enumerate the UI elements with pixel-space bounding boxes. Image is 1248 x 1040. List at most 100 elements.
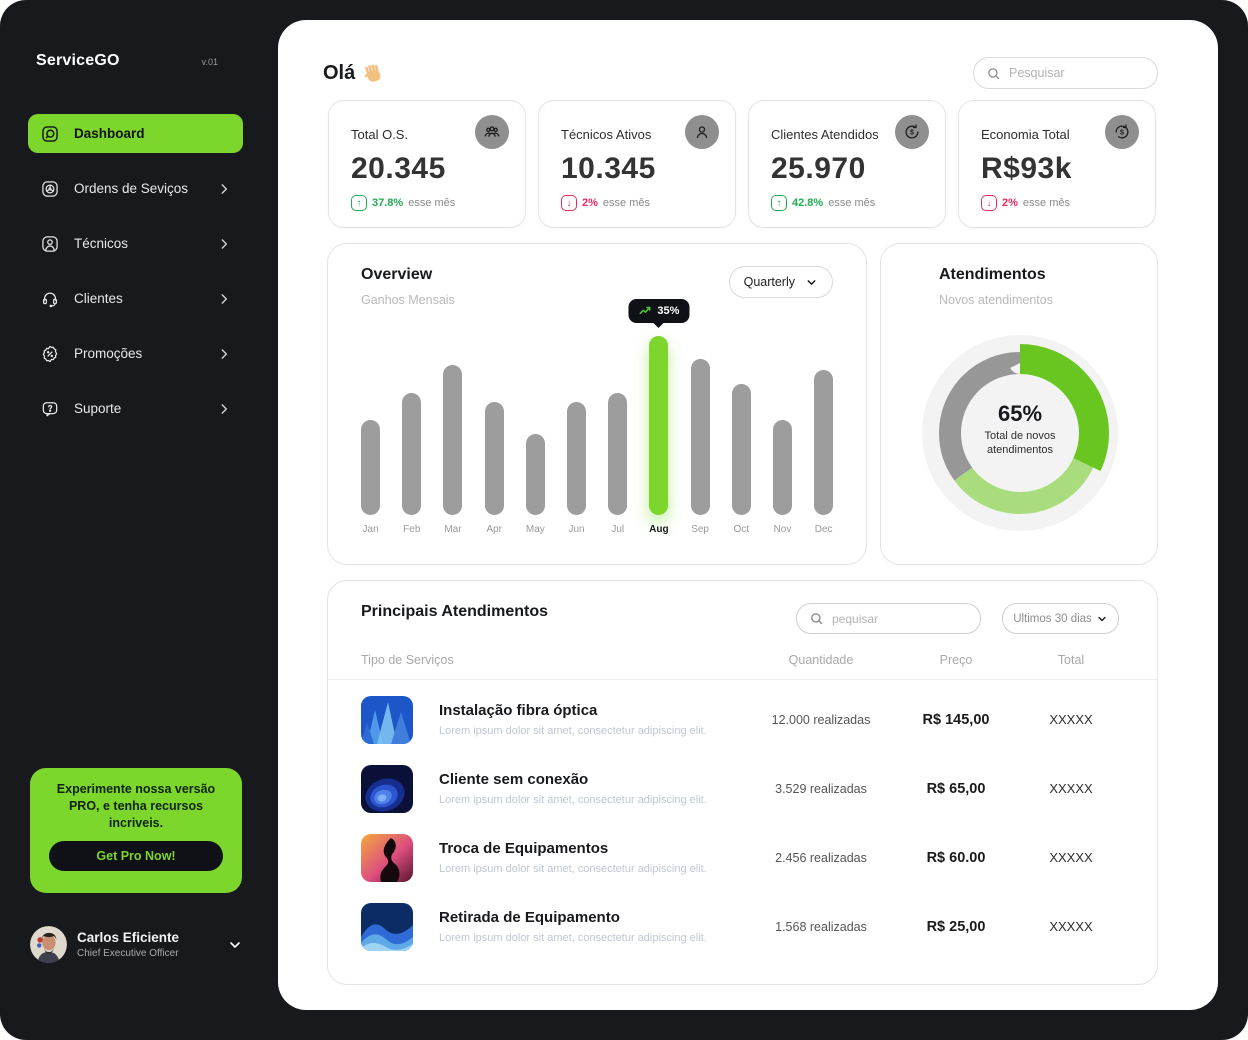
dashboard-icon — [40, 124, 60, 144]
service-total: XXXXX — [1049, 850, 1093, 865]
person-icon — [685, 115, 719, 149]
bar-sep[interactable] — [690, 359, 710, 515]
stat-card-clientes-atendidos: $ Clientes Atendidos 25.970 ↑ 42.8% esse… — [748, 100, 946, 228]
discount-badge-icon — [40, 344, 60, 364]
service-total: XXXXX — [1049, 712, 1093, 727]
chevron-right-icon — [217, 237, 231, 251]
bar-feb[interactable] — [402, 393, 422, 515]
table-title: Principais Atendimentos — [361, 603, 548, 620]
stat-value: 25.970 — [771, 152, 866, 185]
sidebar-item-suporte[interactable]: Suporte — [28, 389, 243, 428]
month-label: Jul — [611, 524, 625, 535]
app-logo: ServiceGO — [36, 52, 120, 69]
bar-jun[interactable] — [567, 402, 587, 515]
chevron-right-icon — [217, 182, 231, 196]
service-price: R$ 25,00 — [926, 918, 986, 935]
bar-aug[interactable] — [649, 336, 669, 515]
stat-title: Total O.S. — [351, 127, 409, 142]
chevron-down-icon[interactable] — [227, 937, 243, 953]
service-price: R$ 65,00 — [926, 780, 986, 797]
arrow-up-badge-icon: ↑ — [771, 195, 787, 211]
stat-cards: Total O.S. 20.345 ↑ 37.8% esse mês Técni… — [328, 100, 1156, 228]
atendimentos-subtitle: Novos atendimentos — [939, 293, 1053, 307]
bar-may[interactable] — [525, 434, 545, 515]
table-period-dropdown[interactable]: Ultimos 30 dias — [1002, 603, 1119, 634]
bar-mar[interactable] — [443, 365, 463, 515]
sidebar-item-dashboard[interactable]: Dashboard — [28, 114, 243, 153]
svg-text:$: $ — [910, 129, 914, 137]
sidebar-item-ordens[interactable]: Ordens de Seviços — [28, 169, 243, 208]
service-quantity: 12.000 realizadas — [771, 712, 871, 727]
service-description: Lorem ipsum dolor sit amet, consectetur … — [439, 863, 707, 875]
headset-icon — [40, 289, 60, 309]
user-profile[interactable]: Carlos Eficiente Chief Executive Officer — [30, 926, 243, 963]
group-icon — [475, 115, 509, 149]
service-quantity: 3.529 realizadas — [775, 781, 867, 796]
main-panel: Olá Total O.S. 20.345 ↑ 37.8% esse mês — [278, 20, 1218, 1010]
stat-delta: 2% — [1002, 197, 1018, 209]
table-row[interactable]: Retirada de Equipamento Lorem ipsum dolo… — [361, 892, 1126, 961]
sidebar-item-promocoes[interactable]: Promoções — [28, 334, 243, 373]
column-header: Preço — [939, 653, 973, 667]
user-role: Chief Executive Officer — [77, 948, 179, 959]
table-search-input[interactable] — [832, 611, 968, 626]
sidebar-item-clientes[interactable]: Clientes — [28, 279, 243, 318]
bar-oct[interactable] — [731, 384, 751, 515]
arrow-down-badge-icon: ↓ — [981, 195, 997, 211]
service-thumbnail — [361, 833, 413, 882]
avatar — [30, 926, 67, 963]
stat-delta-suffix: esse mês — [408, 197, 456, 209]
sidebar-item-label: Ordens de Seviços — [74, 181, 189, 196]
atendimentos-title: Atendimentos — [939, 266, 1046, 283]
donut-chart: 65% Total de novos atendimentos — [915, 328, 1125, 538]
table-row[interactable]: Troca de Equipamentos Lorem ipsum dolor … — [361, 823, 1126, 892]
greeting-text: Olá — [323, 62, 356, 84]
table-row[interactable]: Instalação fibra óptica Lorem ipsum dolo… — [361, 685, 1126, 754]
stat-value: 10.345 — [561, 152, 656, 185]
month-label: Dec — [814, 524, 833, 535]
period-dropdown[interactable]: Quarterly — [728, 266, 833, 298]
sidebar-item-label: Promoções — [74, 346, 143, 361]
chevron-down-icon — [1096, 613, 1108, 625]
bar-apr[interactable] — [484, 402, 504, 515]
donut-center-value: 65% — [997, 401, 1043, 426]
column-header: Total — [1057, 653, 1085, 667]
sidebar-item-label: Dashboard — [74, 126, 145, 141]
bar-jan[interactable] — [361, 420, 381, 515]
service-title: Retirada de Equipamento — [439, 909, 620, 926]
month-label: Aug — [649, 524, 669, 535]
chevron-down-icon — [805, 276, 818, 289]
principais-atendimentos-card: Principais Atendimentos Ultimos 30 dias … — [327, 580, 1158, 985]
bar-chart: Jan Feb Mar Apr May Jun Jul 35% Aug Sep Oct Nov Dec — [350, 299, 845, 536]
sidebar-item-tecnicos[interactable]: Técnicos — [28, 224, 243, 263]
bar-nov[interactable] — [772, 420, 792, 515]
user-name: Carlos Eficiente — [77, 930, 180, 945]
bar-dec[interactable] — [814, 370, 834, 515]
wave-hand-icon — [363, 63, 385, 85]
service-description: Lorem ipsum dolor sit amet, consectetur … — [439, 794, 707, 806]
overview-card: Overview Ganhos Mensais Quarterly Jan Feb… — [327, 243, 867, 565]
table-row[interactable]: Cliente sem conexão Lorem ipsum dolor si… — [361, 754, 1126, 823]
stat-value: 20.345 — [351, 152, 446, 185]
chevron-right-icon — [217, 347, 231, 361]
help-bubble-icon — [40, 399, 60, 419]
chevron-right-icon — [217, 292, 231, 306]
stat-title: Técnicos Ativos — [561, 127, 652, 142]
bar-jul[interactable] — [608, 393, 628, 515]
sidebar: ServiceGO v.01 Dashboard Ordens de Seviç… — [0, 0, 278, 1040]
month-label: Oct — [733, 524, 750, 535]
service-price: R$ 60.00 — [926, 849, 986, 866]
search-input[interactable] — [1009, 66, 1145, 80]
service-price: R$ 145,00 — [922, 711, 990, 728]
pro-upsell-card: Experimente nossa versão PRO, e tenha re… — [30, 768, 242, 893]
stat-delta: 37.8% — [372, 197, 404, 209]
table-search — [796, 603, 981, 634]
search-icon — [986, 66, 1001, 81]
table-period-value: Ultimos 30 dias — [1013, 612, 1092, 625]
get-pro-button[interactable]: Get Pro Now! — [49, 840, 223, 871]
stat-delta-suffix: esse mês — [1022, 197, 1070, 209]
service-quantity: 2.456 realizadas — [775, 850, 867, 865]
page-greeting: Olá — [323, 62, 385, 85]
service-description: Lorem ipsum dolor sit amet, consectetur … — [439, 932, 707, 944]
donut-center-label: Total de novos atendimentos — [984, 430, 1056, 457]
